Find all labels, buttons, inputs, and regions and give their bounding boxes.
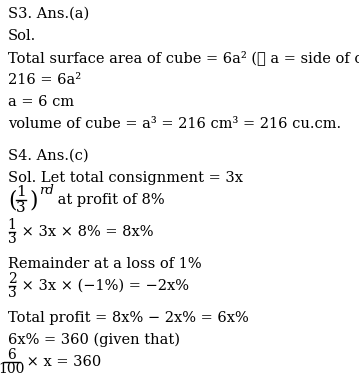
Text: rd: rd xyxy=(39,183,54,196)
Text: at profit of 8%: at profit of 8% xyxy=(53,193,165,207)
Text: Total profit = 8x% − 2x% = 6x%: Total profit = 8x% − 2x% = 6x% xyxy=(8,311,249,325)
Text: Sol. Let total consignment = 3x: Sol. Let total consignment = 3x xyxy=(8,171,243,185)
Text: 3: 3 xyxy=(16,201,26,215)
Text: 1: 1 xyxy=(16,185,26,199)
Text: × 3x × (−1%) = −2x%: × 3x × (−1%) = −2x% xyxy=(17,279,189,293)
Text: S4. Ans.(c): S4. Ans.(c) xyxy=(8,149,89,163)
Text: ): ) xyxy=(29,189,37,211)
Text: (: ( xyxy=(8,189,17,211)
Text: 100: 100 xyxy=(0,362,25,376)
Text: 1: 1 xyxy=(8,218,17,232)
Text: volume of cube = a³ = 216 cm³ = 216 cu.cm.: volume of cube = a³ = 216 cm³ = 216 cu.c… xyxy=(8,117,341,131)
Text: Remainder at a loss of 1%: Remainder at a loss of 1% xyxy=(8,257,202,271)
Text: Sol.: Sol. xyxy=(8,29,36,43)
Text: × x = 360: × x = 360 xyxy=(22,355,101,369)
Text: 2: 2 xyxy=(8,272,17,286)
Text: 6: 6 xyxy=(8,348,17,362)
Text: Total surface area of cube = 6a² (∵ a = side of cube): Total surface area of cube = 6a² (∵ a = … xyxy=(8,50,359,65)
Text: a = 6 cm: a = 6 cm xyxy=(8,95,74,109)
Text: 3: 3 xyxy=(8,286,17,300)
Text: 6x% = 360 (given that): 6x% = 360 (given that) xyxy=(8,333,180,347)
Text: 3: 3 xyxy=(8,232,17,246)
Text: 216 = 6a²: 216 = 6a² xyxy=(8,73,81,87)
Text: S3. Ans.(a): S3. Ans.(a) xyxy=(8,7,89,21)
Text: × 3x × 8% = 8x%: × 3x × 8% = 8x% xyxy=(17,225,154,239)
